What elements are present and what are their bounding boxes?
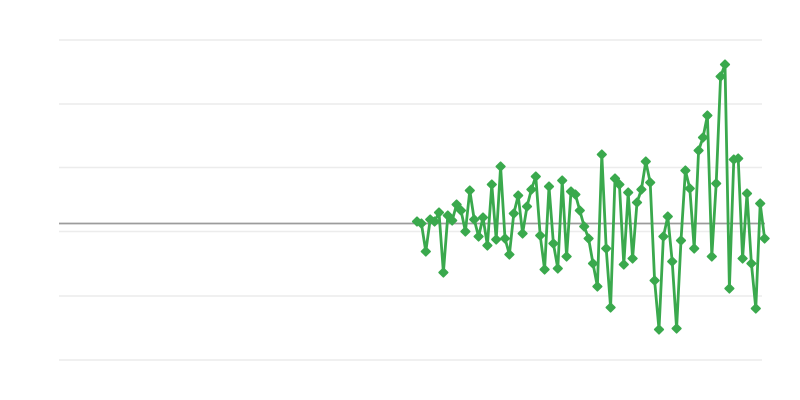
data-point-marker [693, 145, 704, 156]
data-point-marker [477, 212, 489, 223]
data-point-marker [689, 243, 700, 254]
data-point-marker [627, 253, 638, 264]
data-point-marker [623, 187, 634, 198]
data-point-marker [473, 231, 484, 242]
data-point-marker [539, 264, 550, 275]
data-point-marker [565, 186, 577, 197]
data-point-marker [557, 175, 568, 186]
data-point-marker [526, 184, 537, 195]
data-point-marker [504, 249, 515, 260]
data-point-marker [737, 253, 748, 264]
data-point-marker [759, 233, 770, 244]
data-point-marker [636, 184, 647, 195]
data-point-marker [675, 235, 687, 246]
data-point-marker [451, 199, 462, 210]
data-point-marker [601, 243, 612, 254]
data-point-marker [640, 156, 651, 167]
data-point-marker [495, 161, 506, 172]
data-point-marker [587, 258, 599, 269]
data-point-marker [645, 177, 656, 188]
data-point-marker [530, 171, 541, 182]
data-point-marker [618, 259, 629, 270]
data-point-marker [706, 251, 717, 262]
data-point-marker [579, 221, 590, 232]
data-point-marker [521, 201, 533, 212]
data-point-marker [658, 231, 669, 242]
data-point-marker [548, 238, 559, 249]
data-point-marker [535, 230, 546, 241]
data-point-marker [416, 218, 427, 229]
data-point-marker [561, 251, 572, 262]
data-point-marker [671, 323, 682, 334]
data-point-marker [508, 208, 519, 219]
data-point-marker [605, 302, 616, 313]
data-point-marker [499, 233, 511, 244]
data-point-marker [455, 205, 467, 216]
data-point-marker [517, 228, 528, 239]
data-point-marker [583, 233, 594, 244]
data-point-marker [724, 283, 735, 294]
data-point-marker [733, 153, 744, 164]
data-point-marker [741, 188, 753, 199]
data-point-marker [429, 216, 440, 227]
data-point-marker [592, 281, 603, 292]
data-point-marker [702, 110, 713, 121]
data-point-marker [464, 185, 475, 196]
data-point-marker [662, 211, 673, 222]
data-point-marker [715, 71, 726, 82]
data-point-marker [711, 178, 722, 189]
data-point-marker [719, 59, 731, 70]
data-point-marker [614, 179, 625, 190]
data-point-marker [680, 165, 691, 176]
data-point-marker [513, 190, 524, 201]
data-point-marker [447, 215, 458, 226]
data-point-marker [482, 240, 493, 251]
data-point-marker [755, 198, 766, 209]
data-point-marker [420, 246, 431, 257]
data-point-marker [596, 149, 607, 160]
data-point-marker [438, 267, 449, 278]
data-point-marker [486, 179, 497, 190]
data-point-marker [649, 275, 660, 286]
data-series [411, 59, 770, 335]
data-point-marker [574, 205, 585, 216]
gridlines [59, 39, 762, 361]
data-point-marker [543, 181, 555, 192]
data-point-marker [653, 324, 665, 335]
data-point-marker [697, 132, 709, 143]
data-point-marker [570, 189, 581, 200]
data-point-marker [750, 303, 761, 314]
data-point-marker [631, 197, 643, 208]
data-point-marker [552, 263, 563, 274]
data-point-marker [684, 183, 695, 194]
data-point-marker [609, 173, 621, 184]
data-point-marker [460, 226, 471, 237]
data-point-marker [433, 207, 445, 218]
data-point-marker [491, 234, 502, 245]
data-point-marker [746, 258, 757, 269]
data-point-marker [667, 256, 678, 267]
data-point-marker [469, 214, 480, 225]
